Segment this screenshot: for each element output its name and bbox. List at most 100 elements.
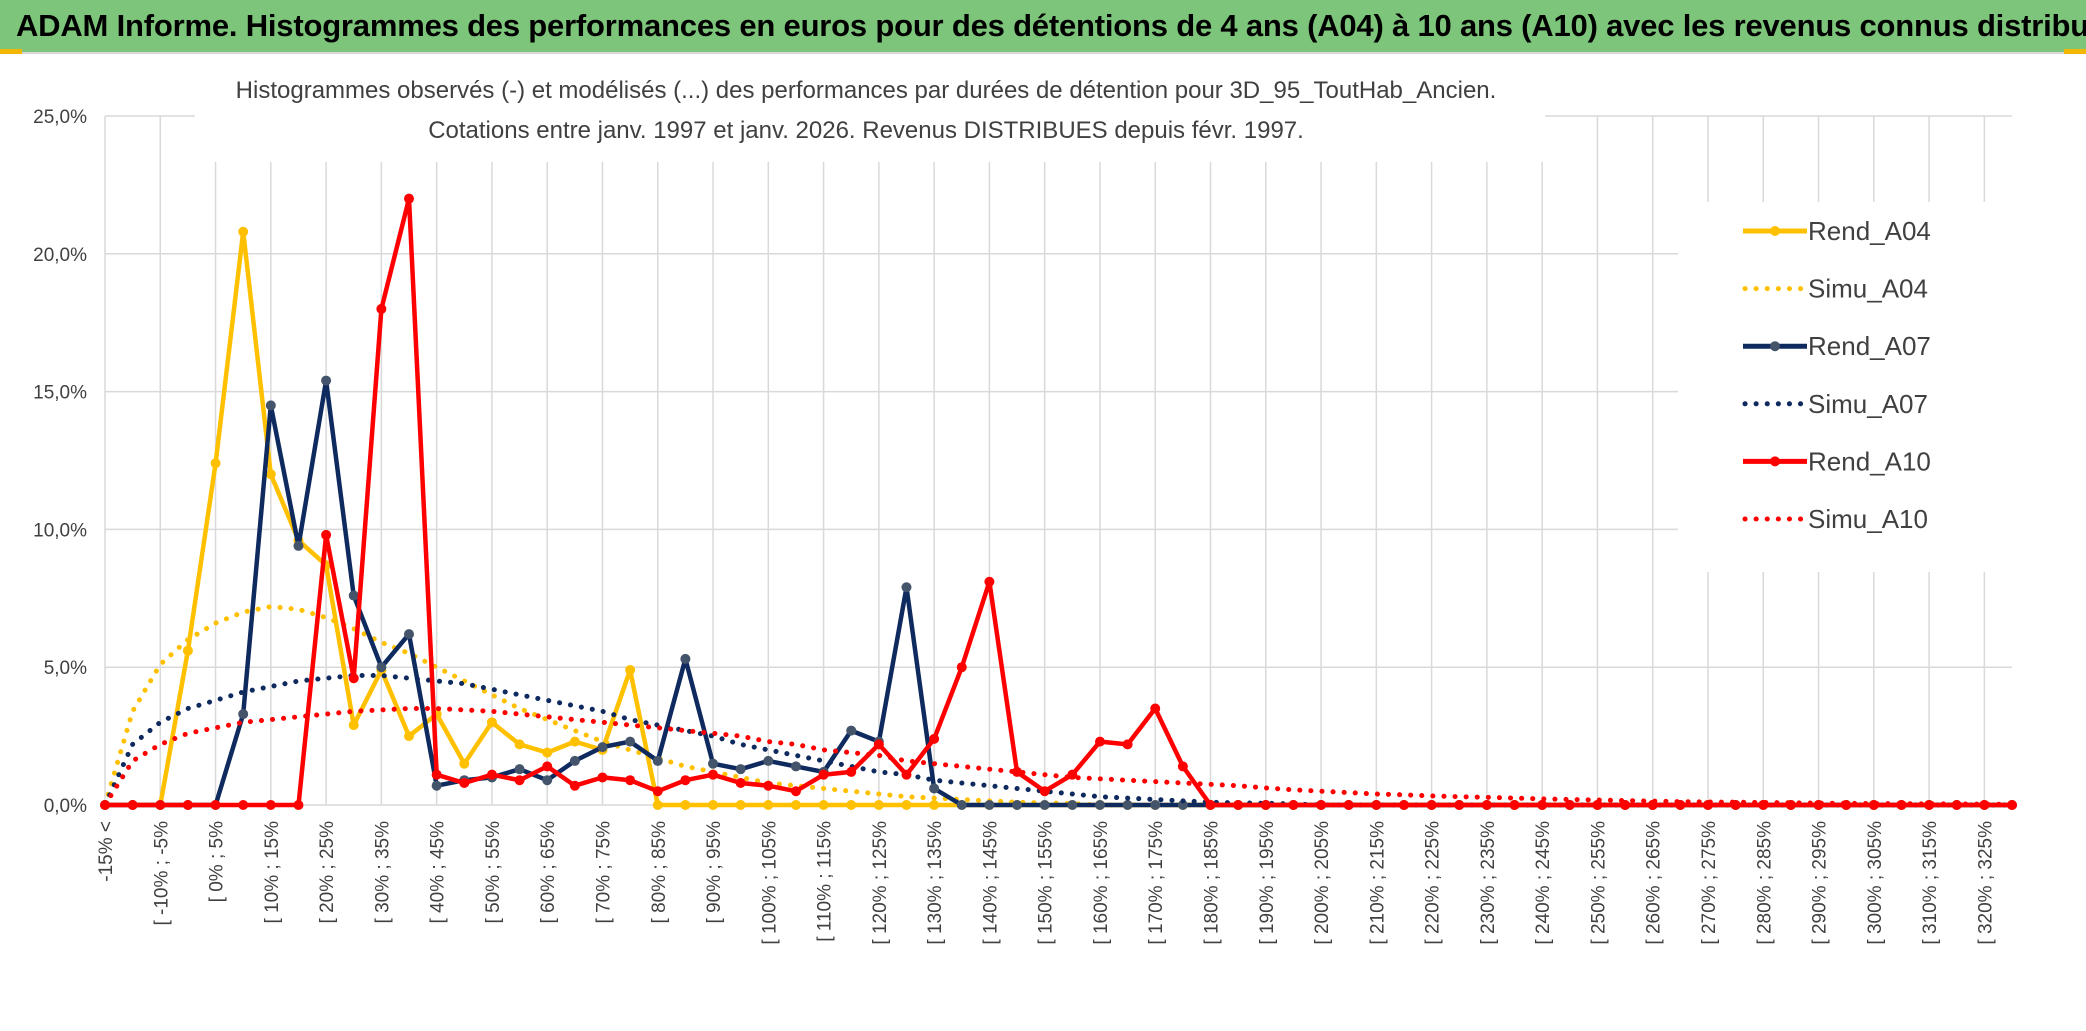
- data-point-rend-a10: [1454, 800, 1465, 810]
- data-point-rend-a04: [459, 758, 470, 769]
- data-point-rend-a10: [486, 769, 497, 780]
- data-point-rend-a10: [901, 769, 912, 780]
- data-point-rend-a04: [210, 458, 221, 469]
- data-point-rend-a07: [680, 653, 691, 664]
- chart-title-background: [195, 54, 1545, 162]
- data-point-rend-a07: [625, 736, 636, 747]
- data-point-rend-a07: [735, 764, 746, 775]
- data-point-rend-a07: [569, 755, 580, 766]
- data-point-rend-a10: [1288, 800, 1299, 810]
- data-point-rend-a10: [431, 769, 442, 780]
- data-point-rend-a10: [1067, 769, 1078, 780]
- x-tick-label: [ 130% ; 135%: [925, 821, 946, 945]
- data-point-rend-a07: [238, 709, 249, 720]
- data-point-rend-a07: [1177, 800, 1188, 810]
- data-point-rend-a07: [514, 764, 525, 775]
- data-point-rend-a10: [680, 775, 691, 786]
- data-point-rend-a10: [265, 800, 276, 810]
- x-tick-label: [ 220% ; 225%: [1423, 821, 1444, 945]
- legend-marker-rend-a07: [1770, 341, 1780, 352]
- x-tick-label: [ 310% ; 315%: [1920, 821, 1941, 945]
- data-point-rend-a10: [1426, 800, 1437, 810]
- data-point-rend-a10: [790, 786, 801, 797]
- histogram-chart: Histogrammes observés (-) et modélisés (…: [33, 54, 2017, 945]
- legend-label-rend-a10: Rend_A10: [1808, 446, 1931, 476]
- data-point-rend-a10: [597, 772, 608, 783]
- x-tick-label: [ 70% ; 75%: [593, 821, 614, 924]
- data-point-rend-a10: [348, 673, 359, 684]
- report-title: ADAM Informe. Histogrammes des performan…: [16, 8, 2086, 43]
- data-point-rend-a10: [376, 303, 387, 314]
- legend-label-rend-a04: Rend_A04: [1808, 216, 1931, 246]
- data-point-rend-a10: [514, 775, 525, 786]
- legend-background: [1678, 202, 2016, 572]
- x-tick-label: [ 320% ; 325%: [1975, 821, 1996, 945]
- legend-marker-rend-a04: [1770, 226, 1780, 236]
- y-tick-label: 10,0%: [33, 520, 87, 541]
- data-point-rend-a07: [1039, 800, 1050, 810]
- data-point-rend-a10: [1316, 800, 1327, 810]
- series-line-simu-a10: [102, 706, 2015, 808]
- legend-label-simu-a10: Simu_A10: [1808, 504, 1928, 534]
- data-point-rend-a10: [293, 800, 304, 810]
- data-point-rend-a04: [569, 736, 580, 747]
- legend: Rend_A04 Simu_A04 Rend_A07 Simu_A07 Rend_A10…: [1678, 202, 2016, 572]
- x-tick-label: -15% <: [96, 821, 117, 882]
- x-tick-label: [ 190% ; 195%: [1257, 821, 1278, 945]
- x-tick-label: [ 300% ; 305%: [1865, 821, 1886, 945]
- data-point-rend-a07: [293, 540, 304, 551]
- x-tick-label: [ 40% ; 45%: [428, 821, 449, 924]
- x-tick-label: [ 30% ; 35%: [372, 821, 393, 924]
- data-point-rend-a07: [1122, 800, 1133, 810]
- data-point-rend-a07: [597, 742, 608, 753]
- data-point-rend-a10: [321, 529, 332, 540]
- data-point-rend-a10: [956, 662, 967, 673]
- data-point-rend-a10: [155, 800, 166, 810]
- data-point-rend-a10: [542, 761, 553, 772]
- data-point-rend-a10: [1343, 800, 1354, 810]
- data-point-rend-a04: [486, 717, 497, 728]
- data-point-rend-a10: [182, 800, 193, 810]
- data-point-rend-a07: [708, 758, 719, 769]
- data-point-rend-a10: [763, 780, 774, 791]
- data-point-rend-a10: [1371, 800, 1382, 810]
- x-tick-label: [ 230% ; 235%: [1478, 821, 1499, 945]
- chart-title-line2: Cotations entre janv. 1997 et janv. 2026…: [428, 117, 1304, 144]
- x-tick-label: [ 250% ; 255%: [1588, 821, 1609, 945]
- series-layer: [100, 193, 2017, 810]
- data-point-rend-a07: [1150, 800, 1161, 810]
- data-point-rend-a04: [790, 800, 801, 810]
- x-tick-label: [ 60% ; 65%: [538, 821, 559, 924]
- data-point-rend-a04: [625, 664, 636, 675]
- data-point-rend-a10: [569, 780, 580, 791]
- x-tick-label: [ 240% ; 245%: [1533, 821, 1554, 945]
- chart-area: Histogrammes observés (-) et modélisés (…: [0, 54, 2086, 1031]
- data-point-rend-a10: [1592, 800, 1603, 810]
- x-tick-label: [ 90% ; 95%: [704, 821, 725, 924]
- data-point-rend-a10: [238, 800, 249, 810]
- data-point-rend-a07: [901, 582, 912, 593]
- data-point-rend-a04: [265, 469, 276, 480]
- data-point-rend-a10: [1122, 739, 1133, 750]
- data-point-rend-a10: [1039, 786, 1050, 797]
- x-tick-label: [ 50% ; 55%: [483, 821, 504, 924]
- x-tick-label: [ 170% ; 175%: [1146, 821, 1167, 945]
- data-point-rend-a04: [818, 800, 829, 810]
- data-point-rend-a10: [404, 193, 415, 204]
- x-tick-label: [ 80% ; 85%: [649, 821, 670, 924]
- data-point-rend-a04: [763, 800, 774, 810]
- data-point-rend-a07: [763, 755, 774, 766]
- y-tick-label: 5,0%: [44, 658, 87, 679]
- data-point-rend-a10: [984, 576, 995, 587]
- data-point-rend-a10: [708, 769, 719, 780]
- data-point-rend-a10: [735, 777, 746, 788]
- x-tick-label: [ 200% ; 205%: [1312, 821, 1333, 945]
- legend-label-simu-a04: Simu_A04: [1808, 274, 1928, 304]
- data-point-rend-a07: [1012, 800, 1023, 810]
- data-point-rend-a10: [210, 800, 221, 810]
- data-point-rend-a07: [321, 375, 332, 386]
- banner-corner-right: [2064, 49, 2086, 54]
- banner-corner-left: [0, 49, 22, 54]
- x-tick-label: [ 20% ; 25%: [317, 821, 338, 924]
- y-tick-label: 15,0%: [33, 383, 87, 404]
